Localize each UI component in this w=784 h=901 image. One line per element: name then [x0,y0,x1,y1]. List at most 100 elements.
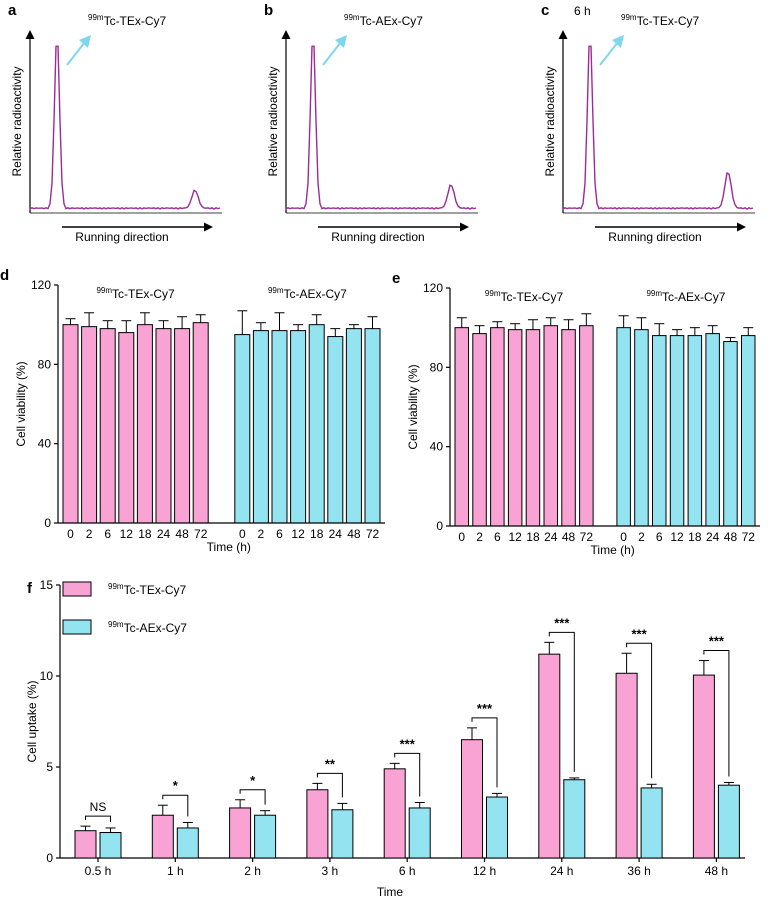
bar-e-1-3 [669,335,685,527]
y-tick-label-d: 80 [38,357,52,371]
y-axis-label-a: Relative radioactivity [10,66,24,176]
x-tick-label-d: 0 [67,527,74,541]
group-title-e-1-name: Tc-AEx-Cy7 [662,290,726,304]
group-title-e-0-sup: 99m [485,289,501,298]
trace-title-c-name: Tc-TEx-Cy7 [637,14,700,28]
legend-label-1-name: Tc-AEx-Cy7 [124,621,188,635]
y-axis-label-f: Cell uptake (%) [25,680,39,762]
bar-e-0-4 [525,329,541,527]
bar-e-0-0 [454,327,469,527]
bar-e-1-1 [634,329,649,527]
x-tick-label-d: 72 [194,527,208,541]
significance-bracket [162,794,189,817]
x-tick-label-e: 72 [580,530,594,544]
trace-title-b: 99mTc-AEx-Cy7 [344,13,423,28]
bar-d-1-4 [308,324,325,524]
bar-d-1-0 [234,334,251,524]
significance-bracket [626,642,653,779]
group-title-e-0: 99mTc-TEx-Cy7 [485,289,564,304]
x-tick-label-f: 24 h [550,864,573,878]
group-title-d-0: 99mTc-TEx-Cy7 [96,286,175,301]
x-axis-label-d: Time (h) [207,540,251,554]
x-tick-label-d: 24 [329,527,343,541]
bar-f-0-0 [74,830,97,859]
run-arrow-head-a [204,222,213,232]
group-title-d-1: 99mTc-AEx-Cy7 [268,286,347,301]
bar-d-0-2 [99,328,116,524]
bar-d-0-3 [118,332,135,524]
trace-a [29,45,221,210]
bar-d-0-0 [62,324,79,524]
trace-title-b-sup: 99m [344,13,360,22]
x-axis-label-f: Time [377,885,404,899]
x-tick-label-f: 2 h [244,864,261,878]
y-axis-label-c: Relative radioactivity [543,66,557,176]
legend-label-0: 99mTc-TEx-Cy7 [108,582,187,597]
bar-d-0-6 [174,328,191,524]
x-tick-label-d: 6 [276,527,283,541]
y-axis-label-e: Cell viability (%) [406,364,420,449]
x-tick-label-d: 48 [347,527,361,541]
y-tick-label-e: 40 [430,440,444,454]
trace-c [562,45,754,210]
bar-f-1-6 [563,779,586,859]
x-axis-label-e: Time (h) [591,543,635,557]
x-tick-label-e: 0 [620,530,627,544]
x-tick-label-f: 36 h [627,864,650,878]
bar-e-0-7 [579,325,594,527]
bar-f-0-1 [151,814,174,859]
cyan-arrow-c [599,41,619,66]
y-tick-label-d: 40 [38,437,52,451]
bar-f-1-2 [254,814,277,859]
x-tick-label-f: 12 h [473,864,496,878]
y-tick-label-f: 5 [46,760,53,774]
group-title-e-1: 99mTc-AEx-Cy7 [646,289,725,304]
bar-d-1-2 [271,330,288,524]
x-tick-label-e: 18 [526,530,540,544]
run-arrow-head-c [737,222,746,232]
trace-title-c: 99mTc-TEx-Cy7 [621,13,700,28]
x-tick-label-e: 12 [670,530,684,544]
group-title-e-1-sup: 99m [646,289,662,298]
bar-e-0-2 [490,327,505,527]
x-tick-label-e: 2 [476,530,483,544]
bar-f-1-4 [408,807,431,859]
legend-swatch-1 [62,619,92,635]
trace-title-a-name: Tc-TEx-Cy7 [104,14,167,28]
x-tick-label-e: 2 [638,530,645,544]
y-tick-label-e: 0 [436,519,443,533]
x-tick-label-d: 72 [366,527,380,541]
bar-f-1-8 [717,784,740,859]
cyan-arrow-head-c [612,35,624,48]
y-axis-label-d: Cell viability (%) [14,361,28,446]
y-arrow-b [281,30,291,39]
x-tick-label-f: 6 h [399,864,416,878]
legend-label-0-name: Tc-TEx-Cy7 [124,583,187,597]
x-tick-label-e: 0 [458,530,465,544]
x-tick-label-d: 12 [291,527,305,541]
legend-label-1-sup: 99m [108,620,124,629]
x-tick-label-f: 48 h [705,864,728,878]
legend-label-0-sup: 99m [108,582,124,591]
y-arrow-c [558,30,568,39]
significance-label: * [173,778,179,793]
bar-e-0-1 [472,333,487,527]
bar-f-1-7 [640,787,663,859]
x-tick-label-d: 2 [258,527,265,541]
significance-bracket [703,650,730,777]
y-arrow-a [25,30,35,39]
group-title-d-1-sup: 99m [268,286,284,295]
bar-e-1-2 [652,335,667,527]
bar-f-0-7 [615,672,638,859]
bar-e-0-5 [543,325,558,527]
significance-bracket [394,752,421,797]
x-tick-label-e: 6 [494,530,501,544]
bar-e-1-5 [705,333,720,527]
y-tick-label-d: 120 [31,278,51,292]
x-tick-label-d: 12 [120,527,134,541]
legend-label-1: 99mTc-AEx-Cy7 [108,620,187,635]
bar-e-0-6 [561,329,576,527]
bar-d-1-3 [290,330,307,524]
trace-title-a: 99mTc-TEx-Cy7 [88,13,167,28]
x-tick-label-d: 2 [86,527,93,541]
